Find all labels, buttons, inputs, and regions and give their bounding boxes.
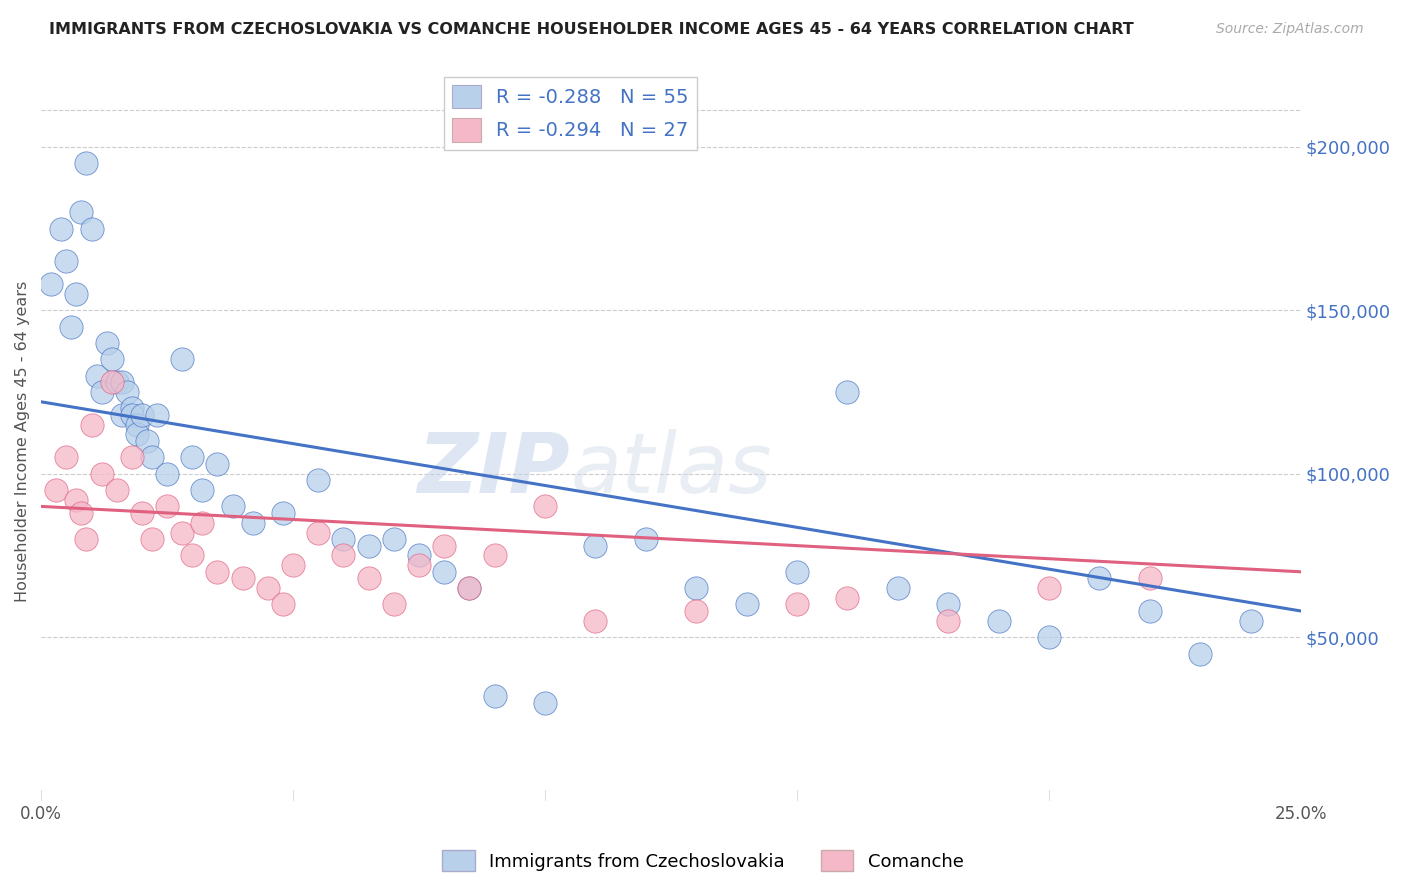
Point xyxy=(1139,571,1161,585)
Point xyxy=(111,408,134,422)
Text: atlas: atlas xyxy=(571,429,772,510)
Point xyxy=(987,614,1010,628)
Point xyxy=(105,375,128,389)
Point xyxy=(271,598,294,612)
Point xyxy=(141,450,163,465)
Point xyxy=(357,571,380,585)
Point xyxy=(90,384,112,399)
Point xyxy=(786,565,808,579)
Point xyxy=(55,254,77,268)
Point xyxy=(1139,604,1161,618)
Point xyxy=(936,614,959,628)
Point xyxy=(408,558,430,573)
Point xyxy=(685,581,707,595)
Point xyxy=(207,457,229,471)
Point xyxy=(131,506,153,520)
Point xyxy=(307,525,329,540)
Point xyxy=(242,516,264,530)
Point xyxy=(70,506,93,520)
Text: IMMIGRANTS FROM CZECHOSLOVAKIA VS COMANCHE HOUSEHOLDER INCOME AGES 45 - 64 YEARS: IMMIGRANTS FROM CZECHOSLOVAKIA VS COMANC… xyxy=(49,22,1135,37)
Point xyxy=(484,689,506,703)
Point xyxy=(86,368,108,383)
Point xyxy=(357,539,380,553)
Point xyxy=(80,417,103,432)
Point xyxy=(125,427,148,442)
Point xyxy=(156,467,179,481)
Point xyxy=(332,549,354,563)
Point xyxy=(141,532,163,546)
Point xyxy=(585,539,607,553)
Point xyxy=(121,450,143,465)
Point xyxy=(181,549,204,563)
Y-axis label: Householder Income Ages 45 - 64 years: Householder Income Ages 45 - 64 years xyxy=(15,280,30,602)
Point xyxy=(458,581,481,595)
Point xyxy=(433,565,456,579)
Point xyxy=(281,558,304,573)
Point xyxy=(51,221,73,235)
Point xyxy=(887,581,910,595)
Point xyxy=(65,492,87,507)
Point xyxy=(735,598,758,612)
Point xyxy=(307,473,329,487)
Point xyxy=(65,287,87,301)
Point xyxy=(1189,647,1212,661)
Text: Source: ZipAtlas.com: Source: ZipAtlas.com xyxy=(1216,22,1364,37)
Legend: Immigrants from Czechoslovakia, Comanche: Immigrants from Czechoslovakia, Comanche xyxy=(434,843,972,879)
Point xyxy=(45,483,67,497)
Point xyxy=(1038,630,1060,644)
Point xyxy=(1088,571,1111,585)
Point xyxy=(90,467,112,481)
Point xyxy=(70,205,93,219)
Point xyxy=(534,500,557,514)
Point xyxy=(382,598,405,612)
Point xyxy=(75,532,97,546)
Point xyxy=(585,614,607,628)
Point xyxy=(837,384,859,399)
Point xyxy=(172,525,194,540)
Point xyxy=(136,434,159,448)
Point xyxy=(60,319,83,334)
Point xyxy=(458,581,481,595)
Point xyxy=(181,450,204,465)
Point xyxy=(191,483,214,497)
Point xyxy=(685,604,707,618)
Point xyxy=(936,598,959,612)
Point xyxy=(39,277,62,292)
Point xyxy=(433,539,456,553)
Point xyxy=(221,500,243,514)
Point xyxy=(207,565,229,579)
Point xyxy=(1239,614,1261,628)
Point xyxy=(534,696,557,710)
Point xyxy=(121,401,143,416)
Point xyxy=(786,598,808,612)
Point xyxy=(100,352,122,367)
Point xyxy=(1038,581,1060,595)
Point xyxy=(191,516,214,530)
Point xyxy=(131,408,153,422)
Point xyxy=(172,352,194,367)
Point xyxy=(115,384,138,399)
Legend: R = -0.288   N = 55, R = -0.294   N = 27: R = -0.288 N = 55, R = -0.294 N = 27 xyxy=(444,77,696,150)
Point xyxy=(484,549,506,563)
Point xyxy=(634,532,657,546)
Point xyxy=(111,375,134,389)
Point xyxy=(382,532,405,546)
Point xyxy=(125,417,148,432)
Point xyxy=(121,408,143,422)
Point xyxy=(55,450,77,465)
Point xyxy=(837,591,859,605)
Point xyxy=(105,483,128,497)
Point xyxy=(408,549,430,563)
Point xyxy=(232,571,254,585)
Text: ZIP: ZIP xyxy=(418,429,571,510)
Point xyxy=(96,335,118,350)
Point xyxy=(156,500,179,514)
Point xyxy=(80,221,103,235)
Point xyxy=(146,408,169,422)
Point xyxy=(100,375,122,389)
Point xyxy=(332,532,354,546)
Point xyxy=(75,156,97,170)
Point xyxy=(271,506,294,520)
Point xyxy=(257,581,280,595)
